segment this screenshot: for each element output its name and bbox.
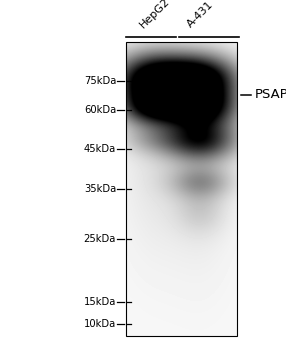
- Bar: [126, 42, 237, 336]
- Text: 10kDa: 10kDa: [84, 319, 116, 329]
- Text: 25kDa: 25kDa: [84, 234, 116, 244]
- Text: 35kDa: 35kDa: [84, 184, 116, 194]
- Text: HepG2: HepG2: [137, 0, 171, 30]
- Text: 75kDa: 75kDa: [84, 76, 116, 85]
- Text: PSAP: PSAP: [255, 88, 286, 101]
- Text: 60kDa: 60kDa: [84, 105, 116, 115]
- Text: 15kDa: 15kDa: [84, 297, 116, 307]
- Text: A-431: A-431: [185, 0, 215, 30]
- Text: 45kDa: 45kDa: [84, 144, 116, 154]
